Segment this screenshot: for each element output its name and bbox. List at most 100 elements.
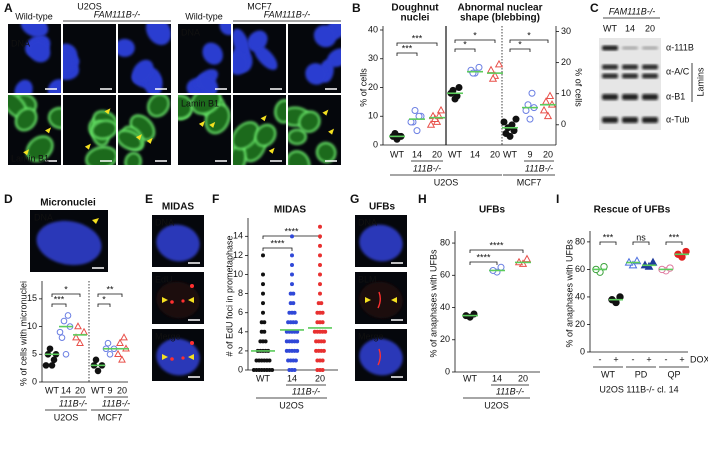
focus: [181, 356, 185, 360]
data-point: [497, 263, 505, 271]
antibody: α-B1: [666, 91, 685, 101]
nucleus: [326, 48, 341, 68]
data-point: [60, 317, 68, 325]
x-tick-label: 20: [432, 149, 442, 159]
data-point: [267, 358, 272, 363]
chart-title: Micronuclei: [40, 198, 96, 209]
y-tick-label: 0: [580, 346, 585, 356]
nucleus: [288, 128, 307, 145]
genotype: Wild-type: [15, 11, 53, 21]
x-tick-label: 20: [490, 149, 500, 159]
nucleus: [20, 24, 49, 38]
stain-label: DNA: [34, 212, 53, 222]
data-point: [114, 349, 122, 358]
data-point: [72, 333, 80, 341]
micrograph: [288, 95, 341, 165]
band: [622, 46, 638, 50]
band: [622, 64, 638, 70]
micrograph: [178, 95, 231, 165]
data-point: [543, 111, 553, 120]
nucleus: [85, 145, 116, 165]
data-point: [320, 368, 325, 372]
data-point: [528, 89, 536, 97]
y-tick-label: 60: [440, 270, 450, 280]
data-point: [290, 234, 294, 239]
data-point: [270, 368, 275, 372]
nucleus: [359, 224, 403, 262]
significance-label: ****: [270, 238, 285, 248]
data-point: [64, 312, 72, 319]
nucleus: [247, 30, 268, 52]
micrograph: [8, 95, 61, 165]
x-tick-label: +: [613, 354, 618, 364]
data-point: [318, 224, 322, 229]
data-point: [262, 329, 267, 334]
sig-bracket: [396, 42, 438, 46]
data-point: [261, 301, 265, 306]
stain-label: DNA: [155, 217, 174, 227]
data-point: [411, 107, 419, 114]
panel-letter: B: [352, 1, 361, 15]
nucleus: [124, 151, 142, 165]
data-point: [263, 339, 268, 344]
x-tick-label: WT: [91, 385, 105, 395]
nucleus: [156, 338, 200, 376]
x-tick-label: 20: [315, 373, 325, 383]
nucleus: [202, 42, 223, 65]
nucleus: [47, 107, 61, 130]
nucleus: [156, 281, 200, 319]
band: [602, 117, 618, 123]
y-tick-label: 15: [27, 293, 37, 303]
data-point: [76, 338, 84, 346]
y-tick-label: 8: [238, 288, 243, 298]
y-tick-label: 20: [440, 334, 450, 344]
significance-label: *: [463, 39, 467, 49]
significance-label: ***: [54, 294, 65, 304]
data-point: [502, 130, 510, 137]
nucleus: [274, 99, 286, 124]
data-point: [261, 291, 265, 296]
stain-label: Merge: [155, 331, 181, 341]
sig-bracket: [97, 303, 111, 307]
y2-tick-label: 10: [561, 88, 571, 98]
data-point: [56, 328, 64, 336]
y-tick-label: 12: [233, 250, 243, 260]
micrograph: [178, 24, 231, 93]
antibody: α-Tub: [666, 114, 689, 124]
genotype-label: 111B-/-: [496, 386, 524, 396]
data-point: [318, 272, 322, 277]
group-label: PD: [635, 369, 648, 379]
data-point: [512, 115, 520, 123]
data-point: [58, 334, 66, 341]
arrowhead: [45, 127, 52, 134]
data-point: [318, 243, 322, 248]
y-tick-label: 2: [238, 345, 243, 355]
data-point: [293, 358, 298, 363]
nucleus: [219, 24, 231, 36]
micrograph: [152, 272, 204, 324]
x-tick-label: 14: [470, 149, 480, 159]
x-tick-label: WT: [448, 149, 462, 159]
data-point: [545, 91, 555, 100]
micrograph: [118, 95, 171, 165]
group-label: WT: [601, 369, 615, 379]
data-point: [541, 97, 551, 105]
data-point: [500, 118, 508, 126]
significance-label: ns: [636, 232, 646, 242]
x-tick-label: +: [646, 354, 651, 364]
panel-title: UFBs: [369, 202, 396, 213]
sig-bracket: [454, 39, 496, 43]
band: [622, 117, 638, 123]
data-point: [320, 320, 325, 325]
data-point: [261, 310, 265, 315]
arrowhead: [198, 120, 205, 127]
data-point: [539, 105, 549, 114]
band: [642, 73, 658, 79]
sig-bracket: [469, 261, 498, 265]
y-tick-label: 10: [368, 111, 378, 121]
panel-letter: A: [4, 1, 13, 15]
y-axis-label: % of anaphases with UFBs: [428, 249, 438, 358]
data-point: [291, 291, 296, 296]
y2-tick-label: 20: [561, 57, 571, 67]
data-point: [413, 127, 421, 135]
